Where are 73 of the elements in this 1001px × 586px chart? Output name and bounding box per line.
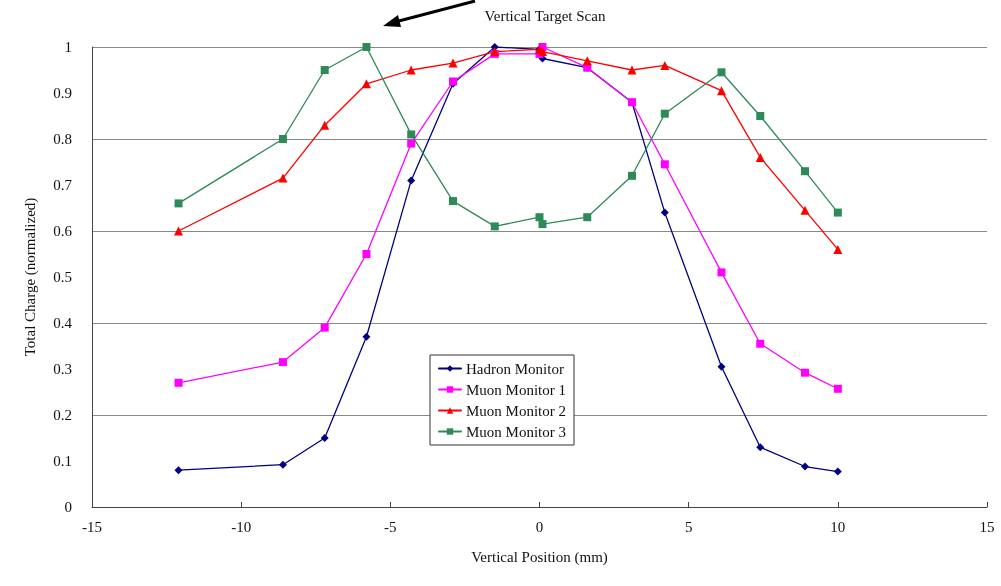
x-tick-label: -15 (82, 518, 102, 535)
point (361, 79, 371, 89)
point (801, 368, 810, 377)
point (448, 58, 458, 68)
y-tick-label: 0.7 (53, 177, 73, 193)
legend-label: Muon Monitor 2 (466, 402, 567, 419)
point (362, 250, 371, 258)
point (583, 213, 592, 222)
point (407, 176, 416, 185)
point (801, 167, 810, 176)
point (278, 358, 287, 367)
point (278, 173, 288, 183)
point (174, 466, 183, 475)
point (756, 112, 765, 120)
x-tick-label: -10 (231, 518, 252, 535)
y-tick-label: 0.1 (53, 453, 72, 469)
x-axis-title: Vertical Position (mm) (471, 548, 608, 566)
point (717, 362, 726, 371)
point (833, 467, 842, 476)
point (833, 244, 843, 254)
x-tick-label: 0 (535, 518, 544, 535)
point (627, 171, 636, 180)
y-tick-label: 0.6 (53, 223, 73, 239)
point (406, 65, 416, 75)
point (660, 109, 669, 118)
legend-label: Muon Monitor 1 (466, 381, 567, 398)
point (320, 434, 329, 442)
point (801, 462, 810, 471)
point (717, 268, 726, 277)
chart-title: Vertical Target Scan (484, 7, 606, 24)
point (407, 130, 416, 139)
point (716, 86, 726, 96)
point (627, 65, 637, 75)
legend-label: Muon Monitor 3 (466, 423, 567, 440)
point (538, 220, 547, 229)
point (448, 197, 457, 206)
y-axis-title: Total Charge (normalized) (21, 197, 39, 357)
point (660, 160, 669, 169)
y-tick-label: 0.8 (53, 131, 72, 147)
point (490, 222, 499, 231)
x-tick-label: 15 (979, 518, 995, 535)
y-tick-label: 1 (64, 39, 72, 55)
x-tick-label: -5 (384, 518, 397, 535)
point (755, 152, 765, 162)
point (362, 43, 371, 51)
point (278, 460, 287, 469)
point (174, 378, 183, 387)
point (362, 332, 371, 341)
y-tick-label: 0.9 (53, 85, 72, 101)
point (320, 66, 329, 74)
y-tick-label: 0.5 (53, 269, 72, 285)
y-tick-label: 0.2 (53, 407, 72, 423)
point (278, 135, 287, 143)
point (174, 199, 183, 208)
legend-label: Hadron Monitor (466, 360, 564, 377)
point (756, 443, 765, 452)
point (320, 323, 329, 332)
point (833, 384, 842, 393)
point (535, 213, 544, 222)
point (407, 139, 416, 148)
x-tick-label: 10 (830, 518, 846, 535)
point (800, 205, 810, 215)
y-tick-label: 0.4 (53, 315, 73, 331)
y-tick-label: 0 (64, 499, 72, 515)
y-tick-label: 0.3 (53, 361, 72, 377)
point (660, 60, 670, 70)
point (660, 208, 669, 217)
point (833, 208, 842, 217)
x-tick-label: 5 (684, 518, 693, 535)
point (756, 339, 765, 348)
point (717, 68, 726, 77)
point (174, 226, 184, 236)
point (320, 120, 330, 130)
